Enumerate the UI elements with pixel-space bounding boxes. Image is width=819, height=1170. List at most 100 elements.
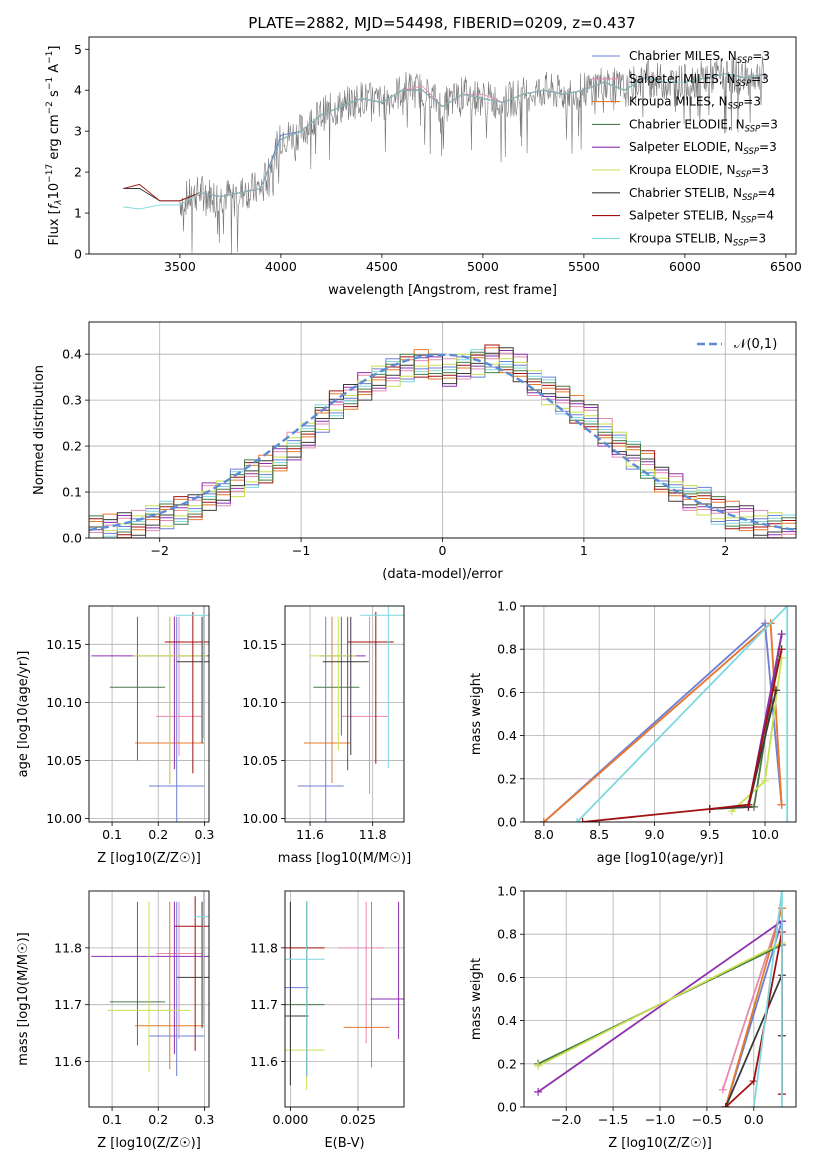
- x-tick-label: 0: [439, 543, 447, 558]
- x-tick-label: 5000: [467, 259, 499, 274]
- weight-marker-kroupa-miles: [777, 800, 786, 809]
- x-tick-label: −2: [150, 543, 168, 558]
- plot-area-mass_vs_Z: [89, 891, 209, 1107]
- axes-frame: [88, 605, 210, 823]
- x-tick-label: 0.025: [340, 1112, 376, 1127]
- x-tick-label: 2: [721, 543, 729, 558]
- y-tick-label: 11.6: [54, 1054, 82, 1069]
- x-tick-label: −1.0: [645, 1112, 675, 1127]
- y-tick-label: 10.15: [242, 637, 278, 652]
- axes-frame: [523, 890, 797, 1108]
- weight-line-chabrier-miles: [543, 621, 783, 822]
- x-axis-label: (data-model)/error: [382, 567, 503, 582]
- weight-line-kroupa-miles: [543, 621, 783, 822]
- y-tick-label: 11.6: [250, 1054, 278, 1069]
- y-tick-label: 0.8: [497, 927, 517, 942]
- weight-marker-kroupa-stelib: [777, 891, 786, 895]
- y-axis-label: mass weight: [469, 958, 484, 1040]
- x-tick-label: 0.2: [148, 827, 168, 842]
- weight-marker-salpeter-miles: [718, 1085, 727, 1094]
- weight-marker-kroupa-elodie: [761, 776, 770, 785]
- plot-area-weight_vs_age: [524, 606, 796, 822]
- x-tick-label: 3500: [164, 259, 196, 274]
- x-tick-label: 9.0: [645, 827, 665, 842]
- weight-marker-kroupa-stelib: [783, 606, 792, 610]
- y-tick-label: 10.15: [46, 637, 82, 652]
- legend-label: Chabrier ELODIE, NSSP=3: [629, 117, 778, 134]
- x-axis-label: Z [log10(Z/Z☉)]: [97, 851, 201, 866]
- weight-line-chabrier-stelib: [709, 689, 777, 810]
- y-tick-label: 10.10: [242, 695, 278, 710]
- weight-marker-salpeter-stelib: [744, 800, 753, 809]
- x-tick-label: 0.0: [744, 1112, 764, 1127]
- y-tick-label: 10.00: [242, 811, 278, 826]
- axes-frame: [88, 321, 797, 539]
- weight-marker-kroupa-elodie: [534, 1061, 543, 1070]
- y-tick-label: 0.6: [497, 685, 517, 700]
- weight-line-chabrier-elodie: [709, 633, 783, 810]
- y-axis-label: mass weight: [469, 673, 484, 755]
- axes-frame: [523, 605, 797, 823]
- x-tick-label: −1.5: [598, 1112, 628, 1127]
- weight-marker-salpeter-elodie: [777, 630, 786, 639]
- y-tick-label: 0: [74, 247, 82, 262]
- x-tick-label: 0.2: [148, 1112, 168, 1127]
- y-tick-label: 0.2: [497, 771, 517, 786]
- plot-area-residuals: [89, 322, 796, 538]
- x-tick-label: 5500: [568, 259, 600, 274]
- weight-line-salpeter-miles: [721, 908, 783, 1094]
- legend-label: Kroupa STELIB, NSSP=3: [629, 231, 766, 248]
- y-tick-label: 11.7: [54, 997, 82, 1012]
- y-tick-label: 10.05: [46, 753, 82, 768]
- x-tick-label: 6500: [770, 259, 802, 274]
- weight-line-kroupa-stelib: [576, 606, 789, 822]
- legend-label: Chabrier MILES, NSSP=3: [629, 49, 770, 66]
- axes-frame: [88, 890, 210, 1108]
- y-tick-label: 10.00: [46, 811, 82, 826]
- x-axis-label: age [log10(age/yr)]: [597, 851, 724, 866]
- weight-marker-salpeter-stelib: [705, 805, 714, 814]
- x-axis-label: Z [log10(Z/Z☉)]: [608, 1136, 712, 1151]
- series-line-chabrier-stelib: [123, 73, 766, 202]
- x-tick-label: 1: [580, 543, 588, 558]
- y-tick-label: 1: [74, 206, 82, 221]
- x-axis-label: E(B-V): [324, 1136, 364, 1151]
- figure-title: PLATE=2882, MJD=54498, FIBERID=0209, z=0…: [248, 14, 635, 32]
- y-tick-label: 3: [74, 124, 82, 139]
- plot-area-spectrum: [123, 56, 766, 254]
- axes-frame: [284, 890, 405, 1108]
- y-tick-label: 0.4: [497, 728, 517, 743]
- histogram-chabrier-stelib: [89, 347, 796, 536]
- x-tick-label: 11.6: [296, 827, 324, 842]
- weight-marker-salpeter-elodie: [534, 1087, 543, 1096]
- x-tick-label: −0.5: [692, 1112, 722, 1127]
- y-tick-label: 0.3: [62, 393, 82, 408]
- plot-area-weight_vs_Z: [524, 891, 796, 1107]
- x-tick-label: 0.3: [194, 827, 214, 842]
- panel-age_vs_Z: 0.1 0.2 0.3 10.00 10.05 10.10 10.15 Z [log10(Z/…: [16, 605, 214, 866]
- legend-label: Kroupa ELODIE, NSSP=3: [629, 163, 769, 180]
- weight-line-salpeter-stelib: [582, 649, 783, 822]
- weight-line-salpeter-elodie: [709, 633, 783, 810]
- y-axis-label: Flux [fλ10−17 erg cm−2 s−1 A−1]: [45, 46, 64, 246]
- y-tick-label: 4: [74, 83, 82, 98]
- x-tick-label: 8.0: [534, 827, 554, 842]
- observed-spectrum-line: [179, 56, 766, 254]
- x-tick-label: −2.0: [551, 1112, 581, 1127]
- x-tick-label: 4000: [265, 259, 297, 274]
- y-tick-label: 0.0: [497, 815, 517, 830]
- y-tick-label: 0.1: [62, 485, 82, 500]
- weight-line-kroupa-stelib: [752, 891, 783, 1107]
- y-tick-label: 0.0: [497, 1100, 517, 1115]
- plot-area-age_vs_Z: [89, 606, 209, 822]
- y-tick-label: 2: [74, 165, 82, 180]
- panel-mass_vs_Z: 0.1 0.2 0.3 11.6 11.7 11.8 Z [log10(Z/Z☉)] mass…: [16, 890, 214, 1151]
- panel-mass_vs_ebv: 0.000 0.025 11.6 11.7 11.8 E(B-V): [250, 890, 405, 1151]
- x-tick-label: 4500: [366, 259, 398, 274]
- panel-weight_vs_Z: −2.0 −1.5 −1.0 −0.5 0.0 0.0 0.2 0.4 0.6 0.8 1.0 Z […: [469, 884, 797, 1151]
- legend: 𝒩(0,1): [697, 337, 777, 352]
- panel-spectrum: 3500 4000 4500 5000 5500 6000 6500 0 1 2 3 4 5 wavele…: [45, 36, 802, 298]
- y-tick-label: 0.2: [497, 1056, 517, 1071]
- weight-marker-salpeter-stelib: [777, 645, 786, 654]
